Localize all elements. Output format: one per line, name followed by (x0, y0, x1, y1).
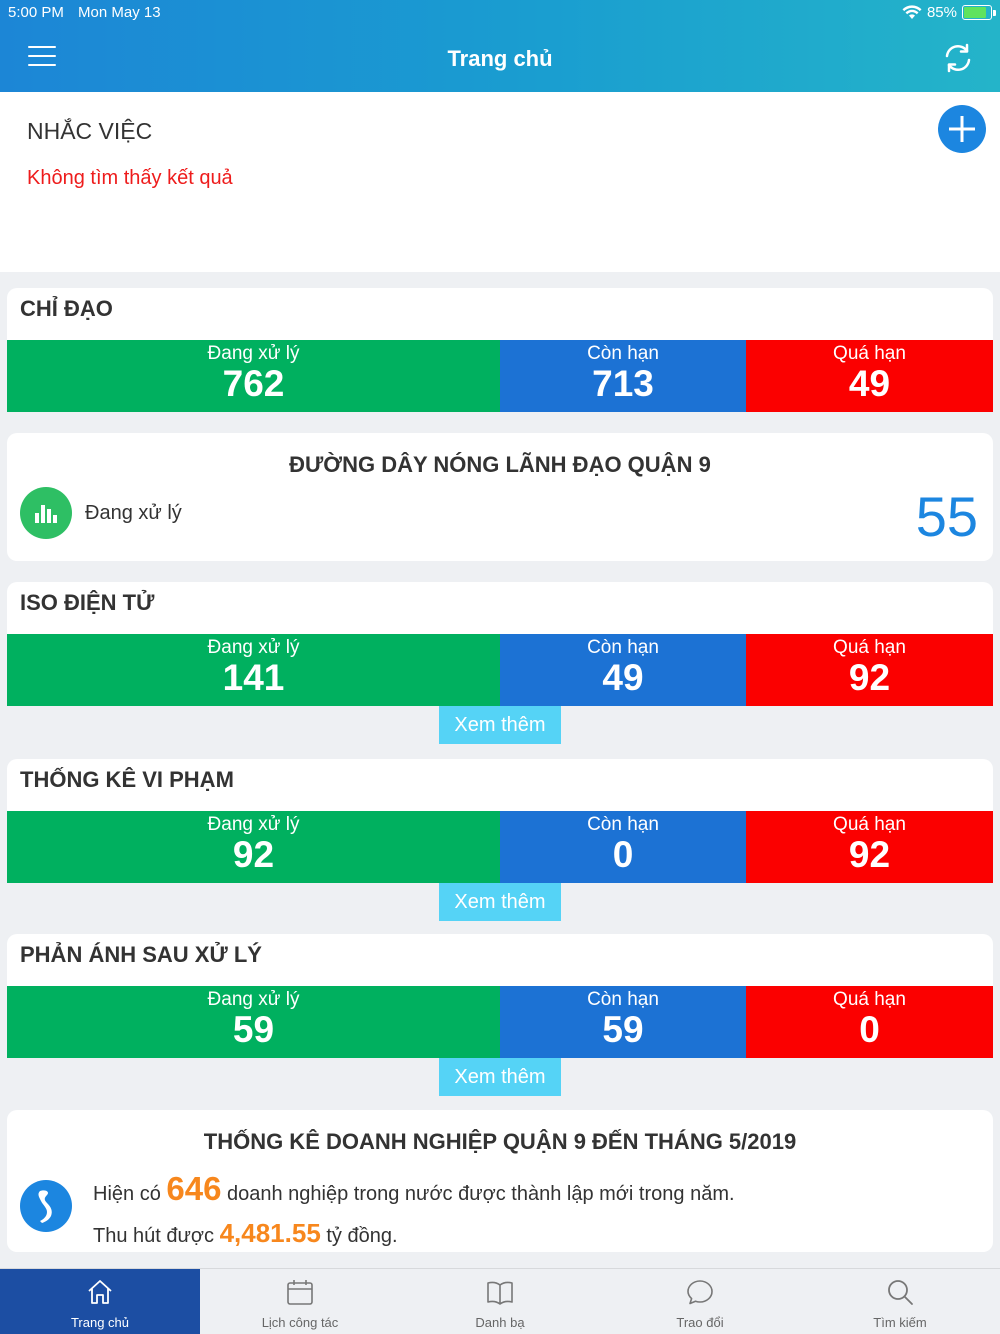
processing-count: 762 (222, 363, 285, 404)
hotline-card[interactable]: ĐƯỜNG DÂY NÓNG LÃNH ĐẠO QUẬN 9 Đang xử l… (7, 433, 993, 561)
in-time-count: 49 (602, 657, 644, 698)
overdue-count: 0 (859, 1009, 880, 1050)
business-prefix-1: Hiện có (93, 1183, 161, 1205)
book-icon (487, 1281, 513, 1305)
vi-pham-see-more-button[interactable]: Xem thêm (439, 883, 561, 921)
vi-pham-overdue[interactable]: Quá hạn 92 (746, 811, 993, 883)
business-prefix-2: Thu hút được (93, 1225, 215, 1247)
vi-pham-stats: Đang xử lý 92 Còn hạn 0 Quá hạn 92 (7, 811, 993, 883)
processing-count: 141 (222, 657, 285, 698)
phan-anh-in-time[interactable]: Còn hạn 59 (500, 986, 746, 1058)
search-icon (888, 1280, 913, 1305)
phan-anh-processing[interactable]: Đang xử lý 59 (7, 986, 500, 1058)
iso-title: ISO ĐIỆN TỬ (20, 590, 155, 615)
iso-processing[interactable]: Đang xử lý 141 (7, 634, 500, 706)
iso-see-more-button[interactable]: Xem thêm (439, 706, 561, 744)
vietnam-map-icon (20, 1180, 72, 1232)
vi-pham-title: THỐNG KÊ VI PHẠM (20, 767, 234, 792)
overdue-label: Quá hạn (833, 989, 906, 1010)
chi-dao-in-time[interactable]: Còn hạn 713 (500, 340, 746, 412)
tab-contacts-label: Danh bạ (475, 1315, 525, 1330)
iso-card: ISO ĐIỆN TỬ Đang xử lý 141 Còn hạn 49 Qu… (7, 582, 993, 744)
menu-button[interactable] (28, 46, 56, 68)
app-header: 5:00 PM Mon May 13 85% Trang chủ (0, 0, 1000, 92)
business-card[interactable]: THỐNG KÊ DOANH NGHIỆP QUẬN 9 ĐẾN THÁNG 5… (7, 1110, 993, 1252)
overdue-label: Quá hạn (833, 637, 906, 658)
iso-in-time[interactable]: Còn hạn 49 (500, 634, 746, 706)
tab-contacts[interactable]: Danh bạ (400, 1269, 600, 1334)
in-time-label: Còn hạn (587, 814, 659, 835)
status-bar: 5:00 PM Mon May 13 85% (8, 4, 996, 24)
phan-anh-see-more-button[interactable]: Xem thêm (439, 1058, 561, 1096)
overdue-label: Quá hạn (833, 814, 906, 835)
business-line-2: Thu hút được 4,481.55 tỷ đồng. (93, 1218, 398, 1249)
business-title: THỐNG KÊ DOANH NGHIỆP QUẬN 9 ĐẾN THÁNG 5… (203, 1129, 797, 1154)
tab-chat-label: Trao đổi (676, 1315, 724, 1330)
tab-calendar[interactable]: Lịch công tác (200, 1269, 400, 1334)
tab-home-label: Trang chủ (70, 1315, 130, 1330)
in-time-count: 713 (592, 363, 654, 404)
tab-search[interactable]: Tìm kiếm (800, 1269, 1000, 1334)
overdue-label: Quá hạn (833, 343, 906, 364)
tab-chat[interactable]: Trao đổi (600, 1269, 800, 1334)
chi-dao-title: CHỈ ĐẠO (20, 296, 113, 321)
chat-icon (687, 1280, 713, 1305)
business-line-1: Hiện có 646 doanh nghiệp trong nước được… (93, 1170, 735, 1208)
hotline-label: Đang xử lý (85, 502, 182, 524)
hotline-title: ĐƯỜNG DÂY NÓNG LÃNH ĐẠO QUẬN 9 (289, 452, 711, 477)
business-amount: 4,481.55 (219, 1218, 321, 1248)
in-time-label: Còn hạn (587, 637, 659, 658)
reminder-section: NHẮC VIỆC Không tìm thấy kết quả (0, 92, 1000, 272)
bottom-tab-bar: Trang chủ Lịch công tác Danh bạ Trao đổi… (0, 1268, 1000, 1334)
vi-pham-card: THỐNG KÊ VI PHẠM Đang xử lý 92 Còn hạn 0… (7, 759, 993, 921)
vi-pham-in-time[interactable]: Còn hạn 0 (500, 811, 746, 883)
overdue-count: 49 (848, 363, 891, 404)
business-count: 646 (166, 1170, 222, 1207)
overdue-count: 92 (848, 834, 891, 875)
battery-percent: 85% (926, 4, 957, 21)
chi-dao-processing[interactable]: Đang xử lý 762 (7, 340, 500, 412)
business-suffix-1: doanh nghiệp trong nước được thành lập m… (227, 1183, 735, 1205)
processing-count: 59 (232, 1009, 275, 1050)
tab-calendar-label: Lịch công tác (261, 1315, 339, 1330)
phan-anh-overdue[interactable]: Quá hạn 0 (746, 986, 993, 1058)
phan-anh-stats: Đang xử lý 59 Còn hạn 59 Quá hạn 0 (7, 986, 993, 1058)
processing-label: Đang xử lý (207, 343, 300, 364)
status-date: Mon May 13 (78, 4, 161, 21)
tab-home[interactable]: Trang chủ (0, 1269, 200, 1334)
reminder-title: NHẮC VIỆC (27, 118, 153, 144)
chi-dao-card: CHỈ ĐẠO Đang xử lý 762 Còn hạn 713 Quá h… (7, 288, 993, 412)
tab-search-label: Tìm kiếm (873, 1315, 927, 1330)
in-time-count: 0 (612, 834, 634, 875)
iso-stats: Đang xử lý 141 Còn hạn 49 Quá hạn 92 (7, 634, 993, 706)
home-icon (88, 1280, 112, 1304)
in-time-count: 59 (602, 1009, 644, 1050)
in-time-label: Còn hạn (587, 343, 659, 364)
hotline-count: 55 (915, 485, 978, 548)
chi-dao-stats: Đang xử lý 762 Còn hạn 713 Quá hạn 49 (7, 340, 993, 412)
overdue-count: 92 (848, 657, 891, 698)
add-reminder-button[interactable] (938, 105, 986, 153)
processing-label: Đang xử lý (207, 637, 300, 658)
in-time-label: Còn hạn (587, 989, 659, 1010)
battery-icon (962, 5, 996, 20)
phan-anh-title: PHẢN ÁNH SAU XỬ LÝ (20, 942, 262, 967)
bar-chart-icon (20, 487, 72, 539)
reminder-empty-text: Không tìm thấy kết quả (27, 167, 233, 189)
business-suffix-2: tỷ đồng. (326, 1225, 398, 1247)
vi-pham-processing[interactable]: Đang xử lý 92 (7, 811, 500, 883)
chi-dao-overdue[interactable]: Quá hạn 49 (746, 340, 993, 412)
processing-count: 92 (232, 834, 275, 875)
page-title: Trang chủ (447, 46, 553, 71)
status-time: 5:00 PM (8, 4, 64, 21)
wifi-icon (902, 5, 922, 19)
refresh-icon[interactable] (942, 42, 974, 74)
processing-label: Đang xử lý (207, 989, 300, 1010)
processing-label: Đang xử lý (207, 814, 300, 835)
calendar-icon (287, 1280, 313, 1305)
phan-anh-card: PHẢN ÁNH SAU XỬ LÝ Đang xử lý 59 Còn hạn… (7, 934, 993, 1096)
iso-overdue[interactable]: Quá hạn 92 (746, 634, 993, 706)
